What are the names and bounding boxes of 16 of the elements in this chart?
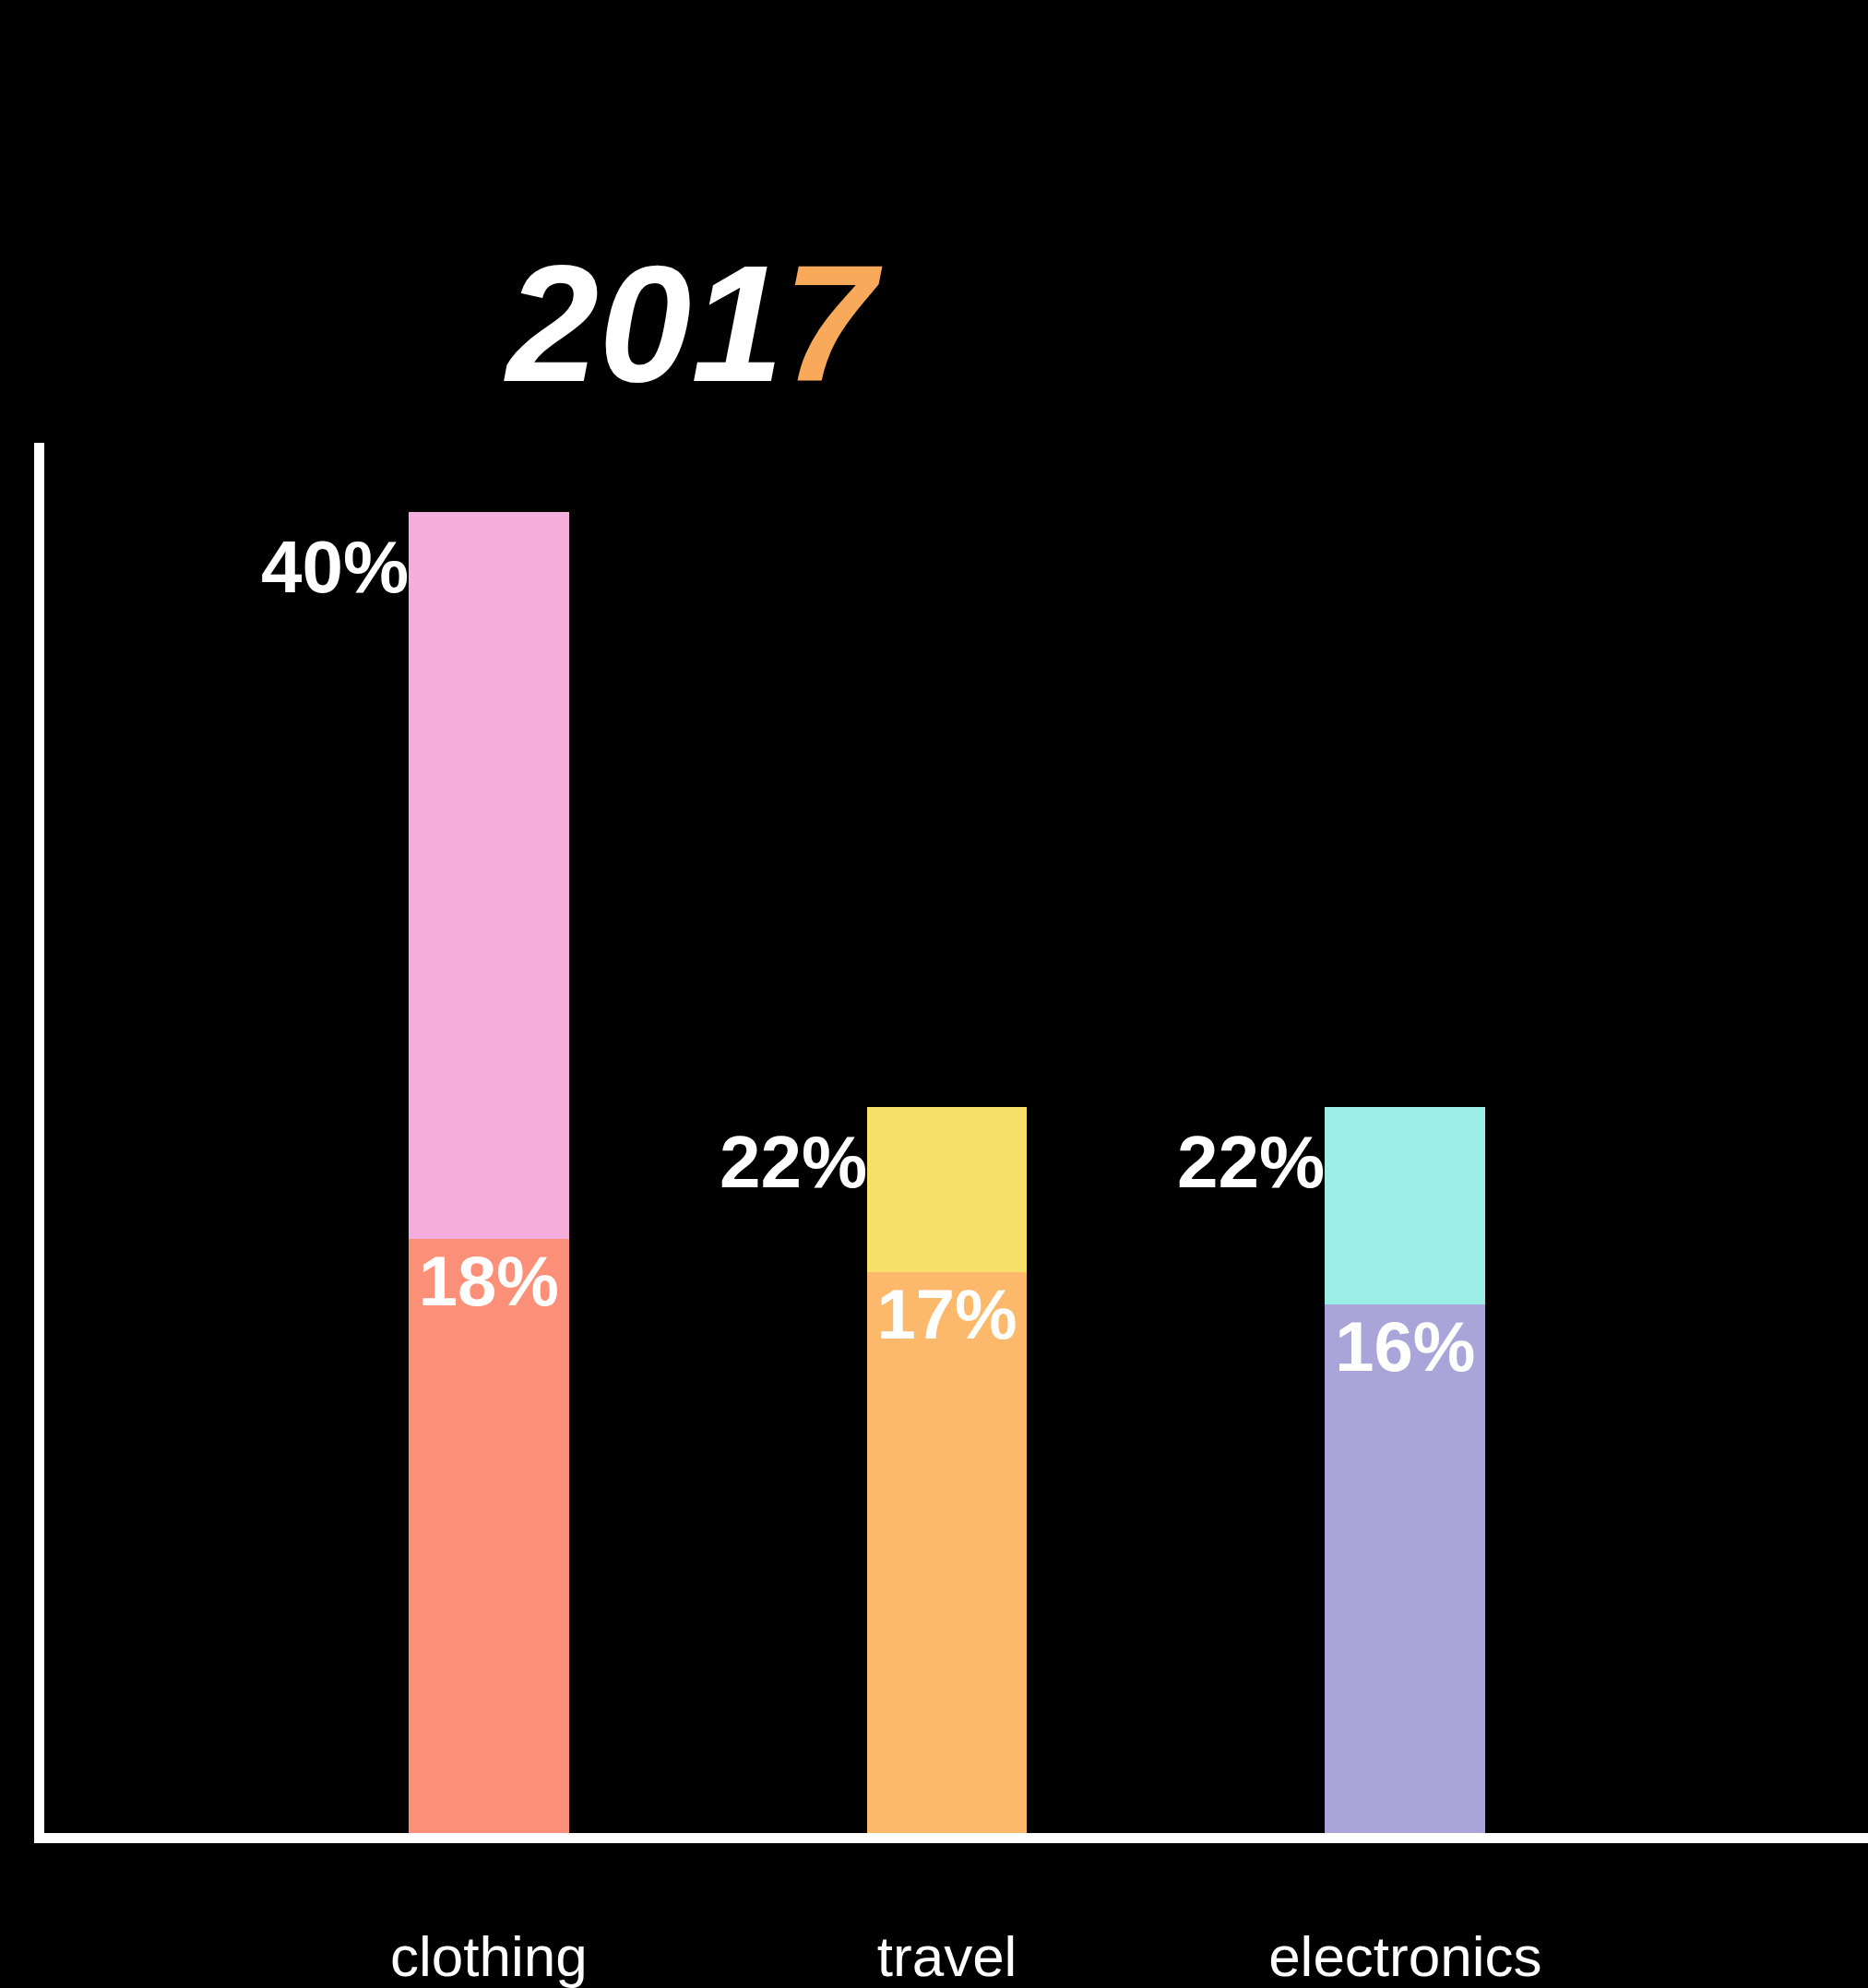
total-label: 22%	[1177, 1121, 1326, 1203]
bar	[866, 1271, 1028, 1833]
bar	[866, 1106, 1028, 1272]
data-label: 18%	[418, 1241, 559, 1320]
total-label: 40%	[261, 526, 410, 608]
chart-title: 2017	[504, 231, 884, 416]
bar	[408, 1238, 569, 1833]
x-tick-label: electronics	[1268, 1924, 1542, 1988]
x-tick-label: clothing	[389, 1924, 588, 1988]
bar	[1325, 1304, 1486, 1833]
total-label: 22%	[720, 1121, 868, 1203]
data-label: 16%	[1335, 1307, 1476, 1387]
x-tick-label: travel	[876, 1924, 1017, 1988]
bar	[1325, 1106, 1486, 1305]
bar	[408, 512, 569, 1239]
data-label: 17%	[876, 1274, 1017, 1353]
